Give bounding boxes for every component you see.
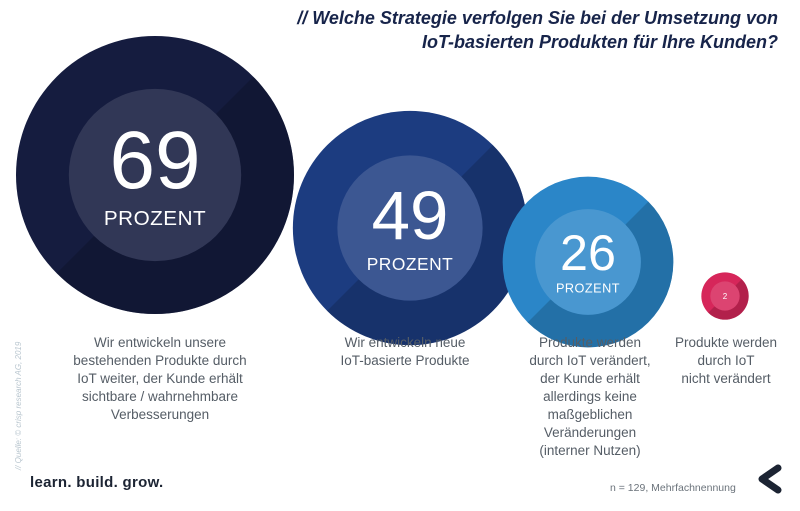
unit-label: PROZENT <box>367 254 454 274</box>
category-label-1-line: Wir entwickeln unsere <box>93 335 227 350</box>
category-label-1: Wir entwickeln unsere bestehenden Produk… <box>55 334 265 424</box>
category-label-4-line: Produkte werden <box>674 335 778 350</box>
category-label-1-line: IoT weiter, der Kunde erhält <box>77 371 243 386</box>
source-text: // Quelle: © crisp research AG, 2019 <box>14 341 23 470</box>
category-label-1-line: sichtbare / wahrnehmbare <box>81 389 239 404</box>
category-label-2: Wir entwickeln neue IoT-basierte Produkt… <box>320 334 490 370</box>
chart-title: // Welche Strategie verfolgen Sie bei de… <box>218 6 778 54</box>
category-label-3-line: (interner Nutzen) <box>539 443 641 458</box>
category-label-3-line: maßgeblichen <box>547 407 633 422</box>
category-label-3-line: Veränderungen <box>543 425 637 440</box>
bubble-inner <box>535 209 641 315</box>
category-label-3-line: allerdings keine <box>543 389 637 404</box>
category-label-1-line: bestehenden Produkte durch <box>73 353 247 368</box>
category-label-3-line: durch IoT verändert, <box>529 353 651 368</box>
sample-size-footnote: n = 129, Mehrfachnennung <box>610 482 736 494</box>
category-label-4-line: durch IoT <box>697 353 755 368</box>
source-note: // Quelle: © crisp research AG, 2019 <box>14 300 30 470</box>
crisp-c-logo-icon <box>758 464 782 494</box>
chart-title-line-1: // Welche Strategie verfolgen Sie bei de… <box>297 8 778 28</box>
category-label-3-line: der Kunde erhält <box>540 371 640 386</box>
unit-label: PROZENT <box>104 207 206 230</box>
value-label: 26 <box>560 224 616 281</box>
value-label: 49 <box>372 177 449 254</box>
bubble-inner <box>710 281 740 311</box>
value-label: 2 <box>723 292 728 301</box>
category-label-4-line: nicht verändert <box>681 371 771 386</box>
unit-label: PROZENT <box>556 282 620 296</box>
chart-title-line-2: IoT-basierten Produkten für Ihre Kunden? <box>421 32 778 52</box>
category-label-2-line: IoT-basierte Produkte <box>340 353 470 368</box>
bubble-inner <box>68 88 242 262</box>
tagline: learn. build. grow. <box>30 474 164 491</box>
bubble-inner <box>337 155 483 301</box>
category-label-2-line: Wir entwickeln neue <box>344 335 466 350</box>
value-label: 69 <box>109 115 200 206</box>
category-label-1-line: Verbesserungen <box>110 407 210 422</box>
category-label-3: Produkte werden durch IoT verändert, der… <box>515 334 665 460</box>
category-label-3-line: Produkte werden <box>538 335 642 350</box>
category-label-4: Produkte werden durch IoT nicht veränder… <box>666 334 786 388</box>
